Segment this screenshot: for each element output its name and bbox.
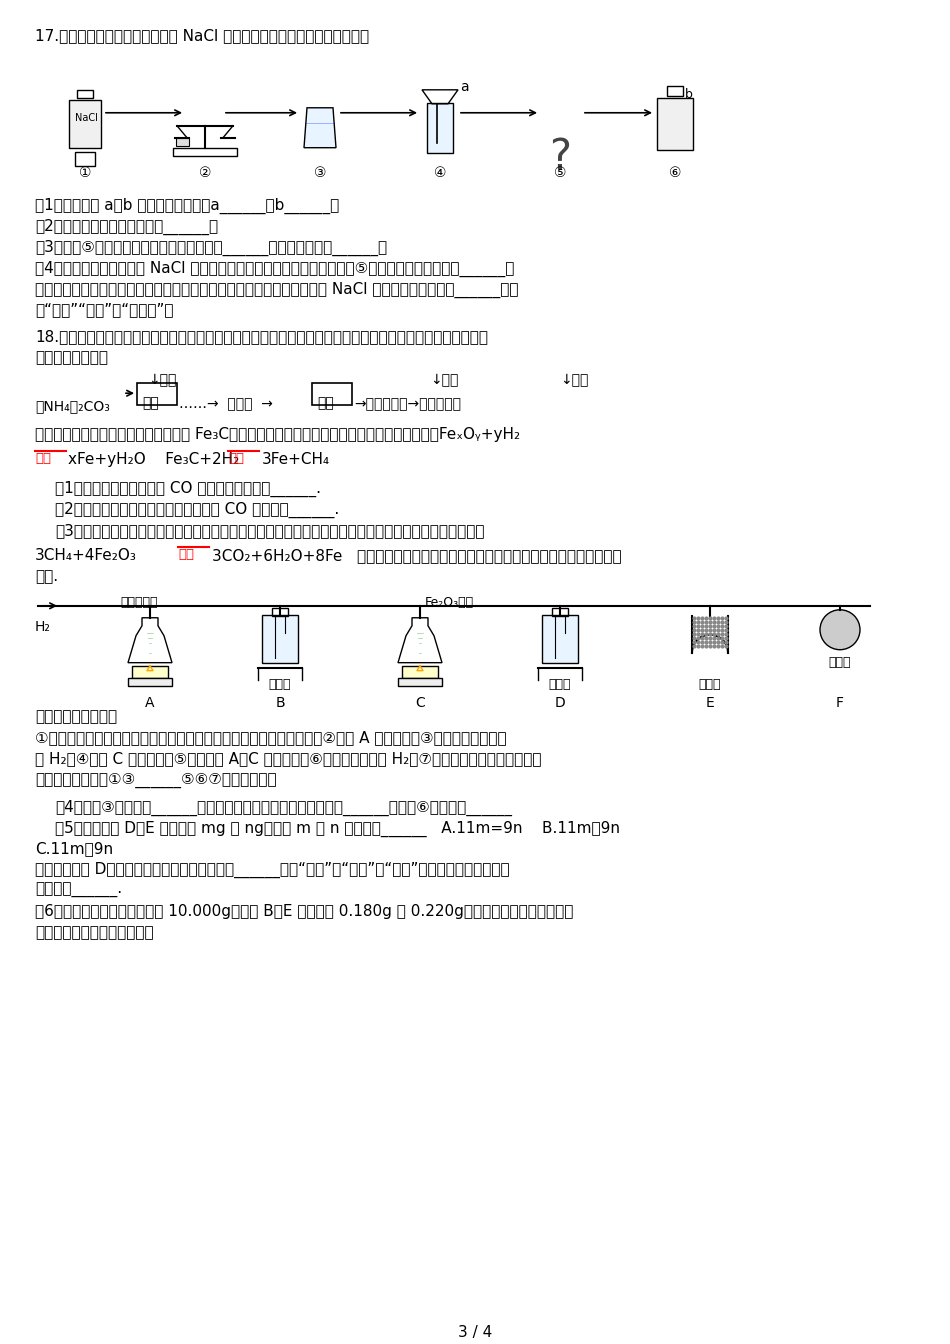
Text: B: B [276,696,285,710]
Text: ?: ? [549,136,571,177]
Text: ……→  氧化铁  →: ……→ 氧化铁 → [179,398,273,411]
Text: a: a [460,79,468,94]
Bar [542,614,578,663]
Polygon shape [398,618,442,663]
Text: C.11m＞9n: C.11m＞9n [35,841,113,856]
Text: 浓硫酸: 浓硫酸 [269,677,292,691]
Text: 响】.: 响】. [35,569,58,583]
Text: 、3、【含量测定】为得到精复原铁粉并测定粗复原铁粉中氧和碳元素的质量分数，按如下装置进行试验，: 、3、【含量测定】为得到精复原铁粉并测定粗复原铁粉中氧和碳元素的质量分数，按如下… [55,523,485,538]
Text: F: F [836,696,844,710]
Polygon shape [128,618,172,663]
Text: 写“偏大”“偏小”或“无影响”】: 写“偏大”“偏小”或“无影响”】 [35,302,174,317]
Bar [77,90,93,98]
Text: ↓焦炭: ↓焦炭 [430,374,458,387]
Bar [657,98,693,149]
Text: 转化: 转化 [142,396,159,410]
Text: 高温: 高温 [228,452,244,465]
Bar [312,383,352,405]
Text: ①按顺序组装仪器，检查装置的气密性，称量样品和必要装置的质量；②点燃 A 处酒精灯；③缓缓通入纯洁枯燥: ①按顺序组装仪器，检查装置的气密性，称量样品和必要装置的质量；②点燃 A 处酒精… [35,731,506,746]
Text: →粗还原铁粉→精还原铁粉: →粗还原铁粉→精还原铁粉 [354,398,461,411]
Text: ↓氢气: ↓氢气 [560,374,588,387]
Text: 粗复原铁粉中还含有少量铁的氧化物和 Fe₃C，可用氢气在高温下进一步复原，其反应方程式为：FeₓOᵧ+yH₂: 粗复原铁粉中还含有少量铁的氧化物和 Fe₃C，可用氢气在高温下进一步复原，其反应… [35,427,521,442]
Text: E: E [706,696,714,710]
Text: ④: ④ [434,165,446,180]
Text: H₂: H₂ [35,620,51,634]
Bar [402,665,438,677]
Bar [128,677,172,685]
Text: Fe₂O₃固体: Fe₂O₃固体 [425,595,474,609]
Text: 、4、步骤③的目的是______，验证该步骤目的到达的实验方法是______；步骤⑥的目的是______: 、4、步骤③的目的是______，验证该步骤目的到达的实验方法是______；步… [55,800,512,816]
Text: b: b [685,87,693,101]
Text: 3CO₂+6H₂O+8Fe   【假设每步反响都完全且不考虑装置内原来有空气对测定结果的影: 3CO₂+6H₂O+8Fe 【假设每步反响都完全且不考虑装置内原来有空气对测定结… [212,548,621,563]
Bar [69,99,101,148]
Bar [176,137,189,145]
Text: 、2、焙烧中加焦炭的作用除了可以生成 CO 外，还能______.: 、2、焙烧中加焦炭的作用除了可以生成 CO 外，还能______. [55,503,339,519]
Text: 主要实验步骤如下：: 主要实验步骤如下： [35,710,117,724]
Text: 、1、指出图中 a、b 两种仪器的名称：a______，b______。: 、1、指出图中 a、b 两种仪器的名称：a______，b______。 [35,198,339,214]
Text: 碱石灰: 碱石灰 [828,656,851,669]
Text: 浓硫酸: 浓硫酸 [549,677,571,691]
Text: 的工艺流程如下：: 的工艺流程如下： [35,351,108,366]
Text: ⑥: ⑥ [669,165,681,180]
Bar [398,677,442,685]
Text: 、5、假设装置 D、E 分别增重 mg 和 ng，那么 m 与 n 的关系为______   A.11m=9n    B.11m＜9n: 、5、假设装置 D、E 分别增重 mg 和 ng，那么 m 与 n 的关系为__… [55,820,620,836]
Text: 质量分数【要求计算过程】．: 质量分数【要求计算过程】． [35,925,154,941]
Text: 焙烧: 焙烧 [317,396,333,410]
Text: 粗还原铁粉: 粗还原铁粉 [120,595,158,609]
Text: ⑤: ⑤ [554,165,566,180]
Text: 、6、粗复原铁粉样品的质量为 10.000g，装置 B、E 分别增重 0.180g 和 0.220g．计算样品中氧和碳元素的: 、6、粗复原铁粉样品的质量为 10.000g，装置 B、E 分别增重 0.180… [35,905,574,919]
Text: NaCl: NaCl [75,113,98,122]
Bar [667,86,683,95]
Text: 18.粗复原铁粉是一种重要的化工原料，某兴趣小组对其进行以下研究：【物质制备】利用绿矾制备精复原铁粉: 18.粗复原铁粉是一种重要的化工原料，某兴趣小组对其进行以下研究：【物质制备】利… [35,329,488,344]
Text: ③: ③ [314,165,326,180]
Text: 的 H₂；④点燃 C 处酒精灯；⑤分别熄灯 A、C 处酒精灯；⑥再缓缓通入少量 H₂；⑦再次称量必要装置的质量．: 的 H₂；④点燃 C 处酒精灯；⑤分别熄灯 A、C 处酒精灯；⑥再缓缓通入少量 … [35,751,541,766]
Text: 配制溶液时，量取水的时候仰视读数，假设其他操作都正确，那么配制的 NaCl 溶液的溶质质量分数______【填: 配制溶液时，量取水的时候仰视读数，假设其他操作都正确，那么配制的 NaCl 溶液… [35,281,519,297]
Text: ①: ① [79,165,91,180]
Bar [173,148,237,156]
Bar [75,152,95,165]
Bar [262,614,298,663]
Text: 、2、写出图中的一处错误操作______。: 、2、写出图中的一处错误操作______。 [35,219,218,235]
Text: 3CH₄+4Fe₂O₃: 3CH₄+4Fe₂O₃ [35,548,137,563]
Text: xFe+yH₂O    Fe₃C+2H₂: xFe+yH₂O Fe₃C+2H₂ [68,452,239,468]
Text: ②: ② [199,165,211,180]
Polygon shape [304,108,336,148]
Bar [137,383,177,405]
Bar [132,665,168,677]
Text: D: D [555,696,565,710]
Text: 碱石灰: 碱石灰 [699,677,721,691]
Text: 3 / 4: 3 / 4 [458,1325,492,1340]
Text: ↓绿矾: ↓绿矾 [148,374,177,387]
Text: 3Fe+CH₄: 3Fe+CH₄ [262,452,331,468]
Text: 、1、写出焙烧中氧化铁与 CO 反响的化学方程式______.: 、1、写出焙烧中氧化铁与 CO 反响的化学方程式______. [55,481,321,497]
Text: 操作的先后顺序是①③______⑤⑥⑦【填序号】；: 操作的先后顺序是①③______⑤⑥⑦【填序号】； [35,773,276,788]
Text: 17.以下图是配制一定质量分数的 NaCl 溶液的操作过程，请答复以下问题：: 17.以下图是配制一定质量分数的 NaCl 溶液的操作过程，请答复以下问题： [35,28,370,43]
Text: 高温: 高温 [178,548,194,560]
Text: （NH₄）₂CO₃: （NH₄）₂CO₃ [35,399,110,413]
Bar [552,607,568,616]
Text: C: C [415,696,425,710]
Text: 假设缺少装置 D，那么所测氧元素的质量分数将______【填“偏大”、“偏小”或“等于”．下同】．碳元素的质: 假设缺少装置 D，那么所测氧元素的质量分数将______【填“偏大”、“偏小”或… [35,863,509,879]
Bar [272,607,288,616]
Text: 、4、假设上面溶解得到的 NaCl 溶液中还含有少量不溶性物质，那么步骤⑤还需增加的操作名称是______；: 、4、假设上面溶解得到的 NaCl 溶液中还含有少量不溶性物质，那么步骤⑤还需增… [35,261,514,277]
Text: 高温: 高温 [35,452,51,465]
Bar [427,102,453,153]
Text: 量分数将______.: 量分数将______. [35,883,123,898]
Text: A: A [145,696,155,710]
Text: 、3、步骤⑤的操作为溶解，玻璃棒的作用是______，其操作要领是______。: 、3、步骤⑤的操作为溶解，玻璃棒的作用是______，其操作要领是______。 [35,239,388,255]
Circle shape [820,610,860,649]
